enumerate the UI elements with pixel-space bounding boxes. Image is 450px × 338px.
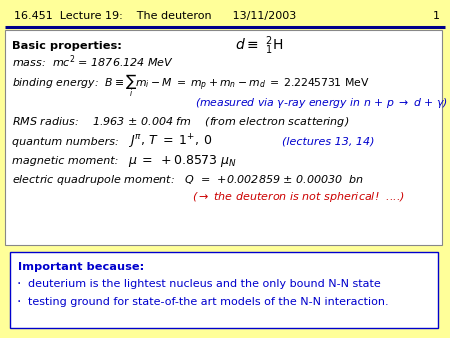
Text: $d \equiv\ ^{2}_{1}\mathrm{H}$: $d \equiv\ ^{2}_{1}\mathrm{H}$	[235, 35, 283, 57]
Text: deuterium is the lightest nucleus and the only bound N-N state: deuterium is the lightest nucleus and th…	[28, 279, 381, 289]
Text: 1: 1	[433, 11, 440, 21]
Text: ·: ·	[17, 277, 22, 291]
FancyBboxPatch shape	[10, 252, 438, 328]
Text: ($\rightarrow$ the deuteron is not spherical!  ....): ($\rightarrow$ the deuteron is not spher…	[192, 190, 405, 204]
Text: electric quadrupole moment:   Q  =  +0.002859 $\pm$ 0.00030  bn: electric quadrupole moment: Q = +0.00285…	[12, 173, 364, 187]
FancyBboxPatch shape	[5, 30, 442, 245]
Text: Basic properties:: Basic properties:	[12, 41, 122, 51]
Text: magnetic moment:: magnetic moment:	[12, 156, 118, 166]
Text: testing ground for state-of-the art models of the N-N interaction.: testing ground for state-of-the art mode…	[28, 297, 389, 307]
Text: mass:  mc$^{2}$ = 1876.124 MeV: mass: mc$^{2}$ = 1876.124 MeV	[12, 54, 174, 70]
Text: (measured via $\gamma$-ray energy in n + p $\rightarrow$ d + $\gamma$): (measured via $\gamma$-ray energy in n +…	[195, 96, 448, 110]
Text: $J^{\pi},\,T \;=\; 1^{+},\; 0$: $J^{\pi},\,T \;=\; 1^{+},\; 0$	[128, 133, 213, 151]
Text: 16.451  Lecture 19:    The deuteron      13/11/2003: 16.451 Lecture 19: The deuteron 13/11/20…	[14, 11, 296, 21]
Text: RMS radius:    1.963 $\pm$ 0.004 fm    (from electron scattering): RMS radius: 1.963 $\pm$ 0.004 fm (from e…	[12, 115, 349, 129]
Text: (lectures 13, 14): (lectures 13, 14)	[282, 137, 374, 147]
Text: binding energy:  $B \equiv \sum_i m_i - M \;=\; m_p + m_n - m_d \;=\; 2.2245731\: binding energy: $B \equiv \sum_i m_i - M…	[12, 73, 370, 99]
Text: ·: ·	[17, 295, 22, 309]
Text: quantum numbers:: quantum numbers:	[12, 137, 119, 147]
Text: $\mu \;=\; +0.8573\ \mu_N$: $\mu \;=\; +0.8573\ \mu_N$	[128, 153, 236, 169]
Text: Important because:: Important because:	[18, 262, 144, 272]
